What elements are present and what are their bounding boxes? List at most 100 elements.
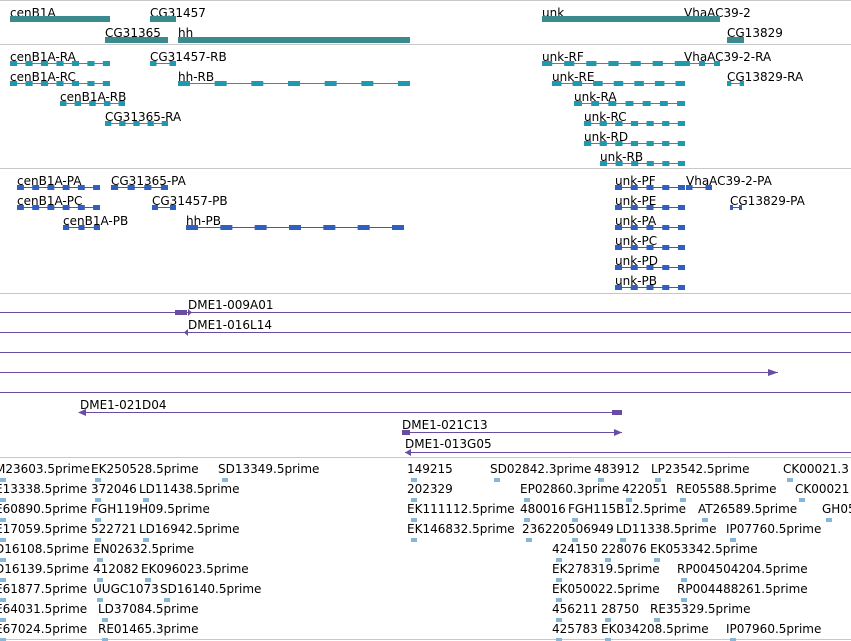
est-mark[interactable]: [0, 478, 6, 482]
est-mark[interactable]: [0, 618, 6, 622]
est-mark[interactable]: [222, 478, 228, 482]
gene-bar[interactable]: [542, 16, 685, 22]
est-mark[interactable]: [0, 598, 6, 602]
transcript-label[interactable]: unk-RE: [552, 70, 594, 84]
gene-label[interactable]: CG13829: [727, 26, 783, 40]
protein-label[interactable]: unk-PE: [615, 194, 656, 208]
est-mark[interactable]: [411, 498, 417, 502]
est-mark[interactable]: [95, 498, 101, 502]
est-label[interactable]: CK00021: [795, 482, 849, 496]
est-label[interactable]: SD02842.3prime: [490, 462, 591, 476]
est-label[interactable]: 456211: [552, 602, 598, 616]
est-mark[interactable]: [787, 478, 793, 482]
transcript-label[interactable]: unk-RB: [600, 150, 643, 164]
est-label[interactable]: 480016: [520, 502, 566, 516]
est-label[interactable]: EK111112.5prime: [407, 502, 515, 516]
protein-label[interactable]: hh-PB: [186, 214, 221, 228]
transcript-label[interactable]: cenB1A-RA: [10, 50, 77, 64]
est-mark[interactable]: [143, 498, 149, 502]
est-label[interactable]: SD13349.5prime: [218, 462, 319, 476]
est-label[interactable]: RE05588.5prime: [676, 482, 777, 496]
est-label[interactable]: 28750: [601, 602, 639, 616]
est-mark[interactable]: [0, 558, 6, 562]
est-label[interactable]: E67024.5prime: [0, 622, 87, 636]
est-mark[interactable]: [730, 538, 736, 542]
gene-bar[interactable]: [727, 37, 744, 43]
est-label[interactable]: IP07960.5prime: [726, 622, 821, 636]
est-mark[interactable]: [494, 478, 500, 482]
protein-label[interactable]: unk-PD: [615, 254, 658, 268]
clone-label[interactable]: DME1-013G05: [405, 437, 492, 451]
est-mark[interactable]: [626, 498, 632, 502]
est-mark[interactable]: [164, 598, 170, 602]
est-mark[interactable]: [102, 618, 108, 622]
est-mark[interactable]: [411, 478, 417, 482]
transcript-label[interactable]: unk-RA: [574, 90, 617, 104]
est-label[interactable]: 424150: [552, 542, 598, 556]
est-mark[interactable]: [605, 618, 611, 622]
est-mark[interactable]: [655, 478, 661, 482]
protein-label[interactable]: unk-PB: [615, 274, 657, 288]
est-label[interactable]: GH05: [822, 502, 851, 516]
est-label[interactable]: AT26589.5prime: [698, 502, 797, 516]
est-mark[interactable]: [0, 638, 6, 641]
protein-label[interactable]: CG31365-PA: [111, 174, 187, 188]
est-label[interactable]: E64031.5prime: [0, 602, 87, 616]
transcript-label[interactable]: hh-RB: [178, 70, 214, 84]
transcript-label[interactable]: unk-RF: [542, 50, 584, 64]
est-mark[interactable]: [95, 478, 101, 482]
est-label[interactable]: EK278319.5prime: [552, 562, 660, 576]
est-label[interactable]: EP02860.3prime: [520, 482, 619, 496]
est-label[interactable]: CK00021.3: [783, 462, 849, 476]
protein-label[interactable]: CG31457-PB: [152, 194, 228, 208]
est-mark[interactable]: [556, 638, 562, 641]
clone-label[interactable]: DME1-009A01: [188, 298, 274, 312]
est-label[interactable]: E13338.5prime: [0, 482, 87, 496]
est-mark[interactable]: [654, 618, 660, 622]
transcript-label[interactable]: cenB1A-RB: [60, 90, 126, 104]
est-label[interactable]: RE01465.3prime: [98, 622, 199, 636]
est-mark[interactable]: [95, 518, 101, 522]
transcript-label[interactable]: unk-RC: [584, 110, 627, 124]
est-mark[interactable]: [681, 578, 687, 582]
gene-bar[interactable]: [105, 37, 168, 43]
est-mark[interactable]: [102, 638, 108, 641]
protein-label[interactable]: cenB1A-PB: [63, 214, 128, 228]
est-label[interactable]: LD11438.5prime: [139, 482, 240, 496]
protein-label[interactable]: CG13829-PA: [730, 194, 806, 208]
est-label[interactable]: EK146832.5prime: [407, 522, 515, 536]
transcript-label[interactable]: CG31457-RB: [150, 50, 227, 64]
est-label[interactable]: LD37084.5prime: [98, 602, 199, 616]
est-label[interactable]: D16108.5prime: [0, 542, 89, 556]
gene-label[interactable]: CG31365: [105, 26, 161, 40]
est-mark[interactable]: [524, 518, 530, 522]
est-mark[interactable]: [95, 538, 101, 542]
est-mark[interactable]: [411, 538, 417, 542]
est-label[interactable]: IP07760.5prime: [726, 522, 821, 536]
clone-label[interactable]: DME1-021C13: [402, 418, 488, 432]
est-mark[interactable]: [97, 558, 103, 562]
est-mark[interactable]: [799, 498, 805, 502]
est-label[interactable]: EN02632.5prime: [93, 542, 194, 556]
est-mark[interactable]: [572, 538, 578, 542]
est-label[interactable]: LP23542.5prime: [651, 462, 750, 476]
est-mark[interactable]: [556, 618, 562, 622]
est-label[interactable]: EK053342.5prime: [650, 542, 758, 556]
transcript-label[interactable]: VhaAC39-2-RA: [684, 50, 772, 64]
transcript-label[interactable]: CG13829-RA: [727, 70, 804, 84]
est-label[interactable]: RP004488261.5prime: [677, 582, 808, 596]
est-label[interactable]: M23603.5prime: [0, 462, 90, 476]
est-label[interactable]: 149215: [407, 462, 453, 476]
est-mark[interactable]: [97, 598, 103, 602]
est-mark[interactable]: [143, 538, 149, 542]
est-label[interactable]: 202329: [407, 482, 453, 496]
est-label[interactable]: 422051: [622, 482, 668, 496]
est-label[interactable]: EK034208.5prime: [601, 622, 709, 636]
est-mark[interactable]: [620, 538, 626, 542]
est-mark[interactable]: [598, 478, 604, 482]
gene-bar[interactable]: [150, 16, 176, 22]
est-label[interactable]: LD16942.5prime: [139, 522, 240, 536]
est-mark[interactable]: [605, 558, 611, 562]
est-label[interactable]: EK050022.5prime: [552, 582, 660, 596]
est-label[interactable]: LD11338.5prime: [616, 522, 717, 536]
